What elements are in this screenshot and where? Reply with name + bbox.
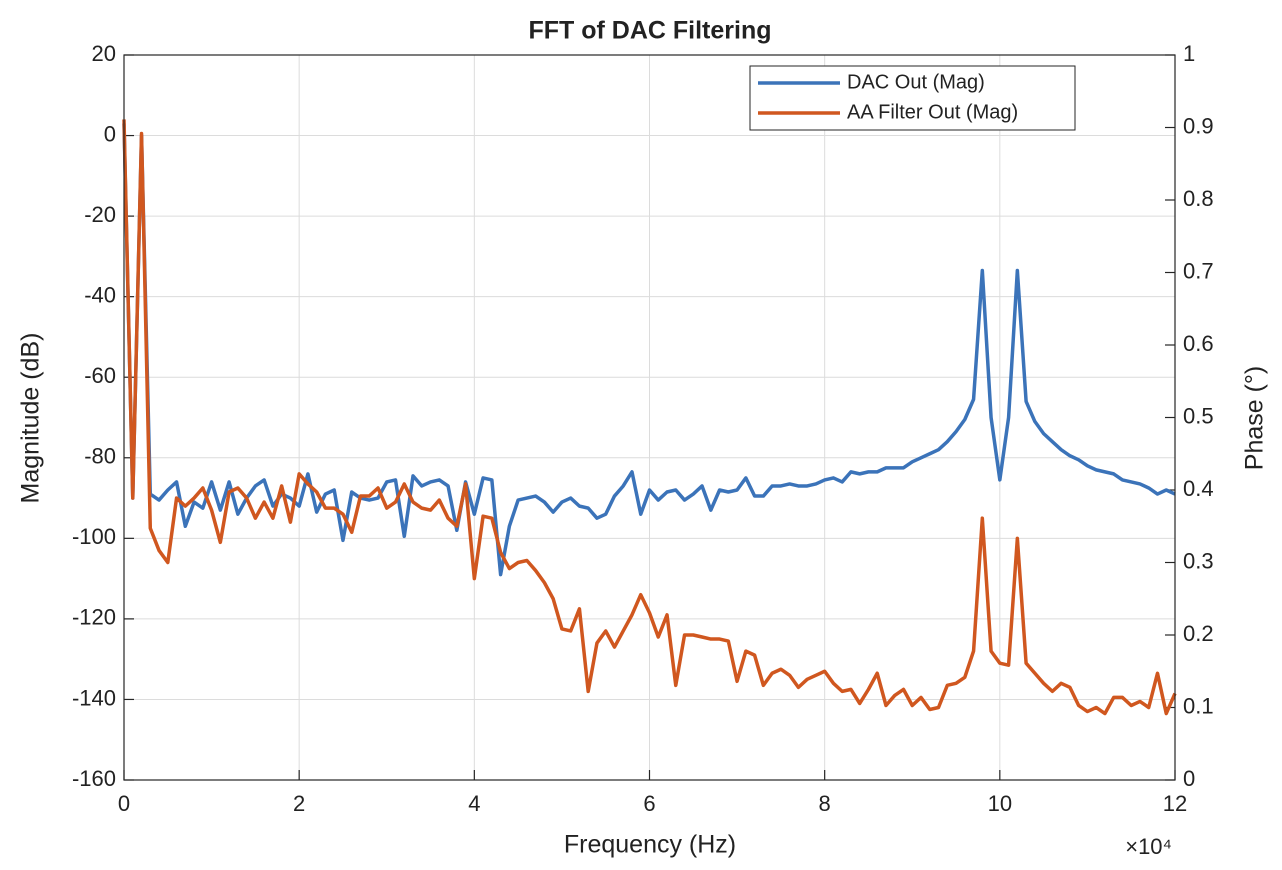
y-axis-label: Magnitude (dB) (17, 333, 45, 504)
legend-label: AA Filter Out (Mag) (847, 101, 1018, 123)
y2-tick-label: 0.6 (1183, 331, 1214, 356)
y-tick-label: -160 (72, 766, 116, 791)
x-exponent: ×10⁴ (1125, 834, 1172, 859)
y2-tick-label: 0.7 (1183, 258, 1214, 283)
y-tick-label: -60 (84, 363, 116, 388)
y2-tick-label: 0.4 (1183, 476, 1214, 501)
y-tick-label: -80 (84, 444, 116, 469)
series-line (122, 123, 1176, 577)
x-tick-label: 4 (468, 791, 480, 816)
y2-tick-label: 0.8 (1183, 186, 1214, 211)
y2-tick-label: 1 (1183, 41, 1195, 66)
x-tick-label: 8 (819, 791, 831, 816)
y2-axis-label: Phase (°) (1241, 366, 1269, 470)
x-axis-label: Frequency (Hz) (564, 831, 736, 859)
x-tick-label: 0 (118, 791, 130, 816)
legend: DAC Out (Mag) AA Filter Out (Mag) (749, 65, 1076, 131)
plot-frame (123, 54, 1176, 781)
legend-box (749, 65, 1076, 131)
series-line (122, 119, 1177, 716)
y-tick-label: -120 (72, 605, 116, 630)
y2-tick-label: 0.9 (1183, 113, 1214, 138)
x-tick-label: 10 (988, 791, 1012, 816)
legend-label: DAC Out (Mag) (847, 71, 985, 93)
y-tick-label: -40 (84, 282, 116, 307)
y-tick-label: -20 (84, 202, 116, 227)
y-tick-label: -140 (72, 685, 116, 710)
grid (123, 54, 1176, 781)
y2-tick-label: 0.1 (1183, 693, 1214, 718)
y-tick-label: 20 (92, 41, 116, 66)
x-tick-label: 2 (293, 791, 305, 816)
y2-tick-label: 0.2 (1183, 621, 1214, 646)
y2-tick-label: 0.3 (1183, 548, 1214, 573)
y-tick-label: 0 (104, 121, 116, 146)
y-tick-label: -100 (72, 524, 116, 549)
chart-title: FFT of DAC Filtering (528, 17, 771, 45)
y2-tick-label: 0.5 (1183, 403, 1214, 428)
x-tick-label: 12 (1163, 791, 1187, 816)
x-tick-label: 6 (643, 791, 655, 816)
y2-tick-label: 0 (1183, 766, 1195, 791)
